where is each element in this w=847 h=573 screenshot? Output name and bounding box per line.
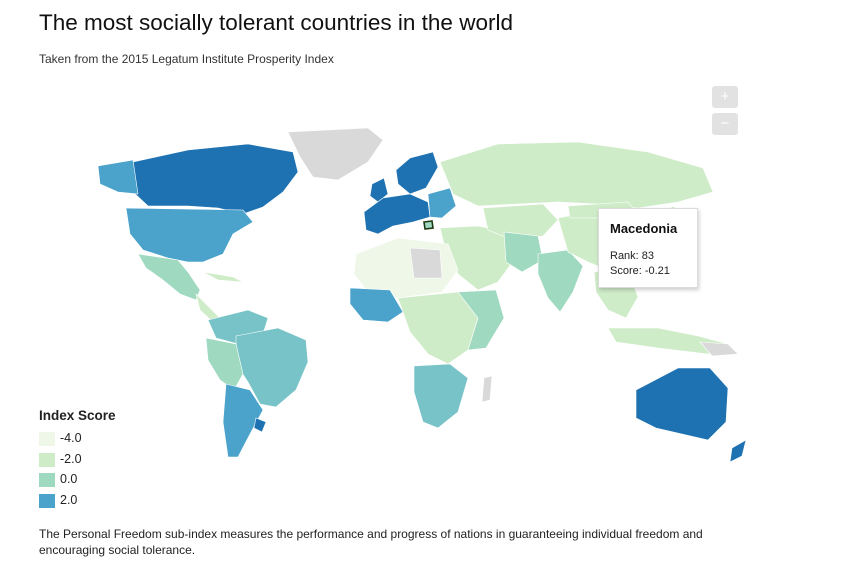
region-india[interactable] (537, 249, 584, 313)
legend-label: 2.0 (60, 492, 78, 507)
region-iran[interactable] (503, 231, 544, 273)
world-map[interactable] (38, 122, 750, 472)
legend-swatch (39, 432, 55, 446)
legend-item[interactable]: 0.0 (39, 472, 116, 494)
region-caribbean[interactable] (202, 271, 244, 283)
tooltip-score: Score: -0.21 (610, 265, 670, 277)
legend-item[interactable]: -2.0 (39, 451, 116, 474)
page-subtitle: Taken from the 2015 Legatum Institute Pr… (39, 52, 334, 66)
legend-item[interactable]: 2.0 (39, 492, 116, 515)
region-eastern-europe[interactable] (427, 187, 457, 219)
region-uruguay[interactable] (253, 417, 267, 433)
region-southern-cone[interactable] (222, 383, 264, 458)
world-map-svg[interactable] (38, 122, 750, 472)
region-western-europe[interactable] (363, 193, 431, 235)
region-macedonia[interactable] (423, 220, 434, 230)
legend-label: 0.0 (60, 472, 78, 486)
region-canada[interactable] (132, 143, 299, 215)
region-madagascar[interactable] (481, 375, 493, 403)
region-new-zealand[interactable] (729, 439, 747, 463)
region-australia[interactable] (635, 367, 729, 441)
legend-label: -2.0 (60, 451, 82, 466)
region-usa[interactable] (125, 207, 254, 263)
legend-swatch (39, 473, 55, 487)
region-png[interactable] (699, 341, 739, 357)
zoom-out-button[interactable]: − (712, 113, 738, 135)
region-east-africa[interactable] (457, 289, 505, 351)
legend-item[interactable]: -4.0 (39, 431, 116, 453)
region-libya[interactable] (409, 247, 443, 279)
region-alaska[interactable] (97, 159, 139, 195)
footnote: The Personal Freedom sub-index measures … (39, 527, 703, 557)
zoom-in-button[interactable]: + (712, 86, 738, 108)
region-southern-africa[interactable] (413, 363, 469, 429)
region-nordics[interactable] (395, 151, 439, 195)
country-tooltip: Macedonia Rank: 83 Score: -0.21 (598, 208, 698, 288)
legend-title: Index Score (39, 408, 116, 423)
legend: Index Score -4.0 -2.0 0.0 2.0 (39, 408, 116, 514)
page-title: The most socially tolerant countries in … (39, 10, 513, 35)
legend-swatch (39, 493, 55, 508)
legend-label: -4.0 (60, 431, 82, 445)
region-west-africa[interactable] (349, 287, 404, 323)
region-greenland[interactable] (287, 127, 384, 181)
tooltip-country-name: Macedonia (610, 221, 678, 236)
region-mexico[interactable] (137, 253, 201, 301)
region-central-asia[interactable] (482, 203, 559, 241)
tooltip-rank: Rank: 83 (610, 250, 655, 262)
region-russia[interactable] (439, 141, 714, 209)
legend-swatch (39, 452, 55, 467)
